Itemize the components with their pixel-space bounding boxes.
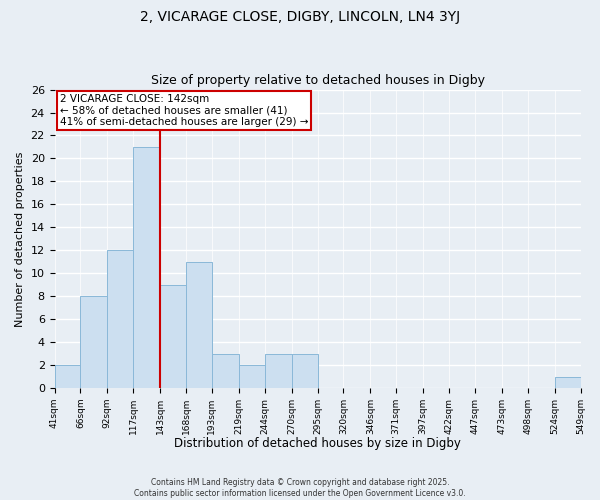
Text: 2 VICARAGE CLOSE: 142sqm
← 58% of detached houses are smaller (41)
41% of semi-d: 2 VICARAGE CLOSE: 142sqm ← 58% of detach…	[60, 94, 308, 127]
Bar	[212, 354, 239, 388]
Y-axis label: Number of detached properties: Number of detached properties	[15, 151, 25, 326]
Bar	[292, 354, 317, 388]
Bar	[160, 285, 186, 388]
Bar	[265, 354, 292, 388]
Bar	[80, 296, 107, 388]
Bar	[107, 250, 133, 388]
Bar	[239, 365, 265, 388]
Bar	[55, 365, 80, 388]
Bar	[133, 147, 160, 388]
Bar	[554, 376, 581, 388]
Text: 2, VICARAGE CLOSE, DIGBY, LINCOLN, LN4 3YJ: 2, VICARAGE CLOSE, DIGBY, LINCOLN, LN4 3…	[140, 10, 460, 24]
Title: Size of property relative to detached houses in Digby: Size of property relative to detached ho…	[151, 74, 485, 87]
Bar	[186, 262, 212, 388]
Text: Contains HM Land Registry data © Crown copyright and database right 2025.
Contai: Contains HM Land Registry data © Crown c…	[134, 478, 466, 498]
X-axis label: Distribution of detached houses by size in Digby: Distribution of detached houses by size …	[174, 437, 461, 450]
